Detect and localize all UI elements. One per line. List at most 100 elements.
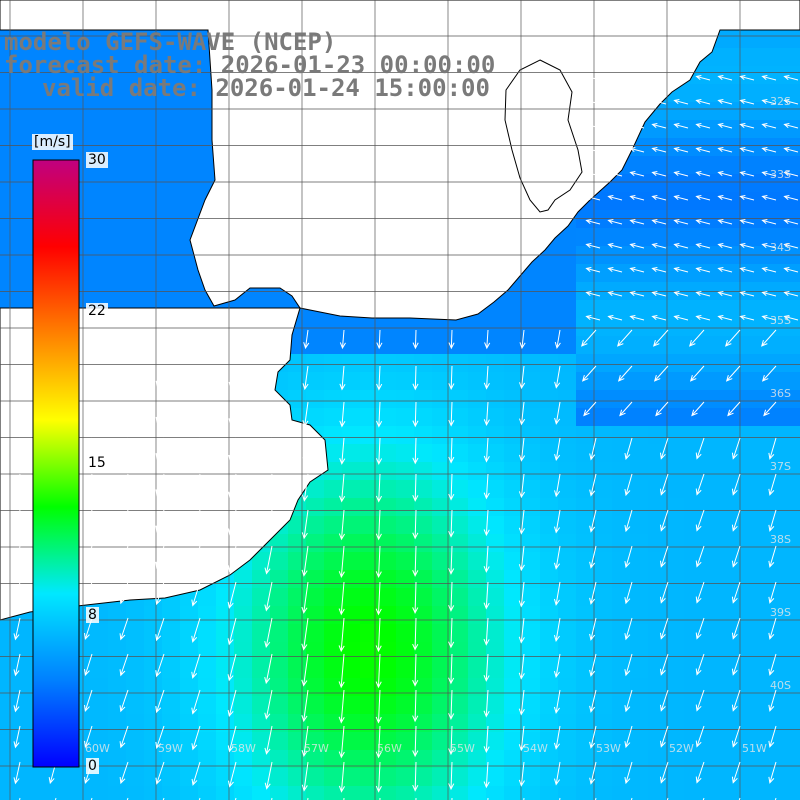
wind-arrow: [375, 725, 382, 759]
field-cell: [612, 624, 631, 643]
field-cell: [666, 408, 685, 427]
field-cell: [756, 426, 775, 445]
field-cell: [414, 516, 433, 535]
field-cell: [684, 498, 703, 517]
field-cell: [126, 696, 145, 715]
field-cell: [630, 228, 649, 247]
wind-arrow: [265, 365, 273, 390]
field-cell: [504, 570, 523, 589]
field-cell: [288, 552, 307, 571]
field-cell: [504, 714, 523, 733]
field-cell: [0, 786, 19, 800]
field-cell: [18, 66, 37, 85]
field-cell: [396, 408, 415, 427]
field-cell: [198, 678, 217, 697]
wind-arrow: [695, 689, 705, 712]
wind-arrow: [651, 122, 667, 129]
field-cell: [594, 264, 613, 283]
field-cell: [504, 444, 523, 463]
field-cell: [792, 390, 800, 409]
field-cell: [90, 624, 109, 643]
wind-arrow: [725, 329, 741, 347]
field-cell: [684, 192, 703, 211]
field-cell: [486, 750, 505, 769]
field-cell: [252, 570, 271, 589]
field-cell: [450, 642, 469, 661]
field-cell: [450, 588, 469, 607]
field-cell: [108, 264, 127, 283]
field-cell: [666, 264, 685, 283]
field-cell: [738, 624, 757, 643]
field-cell: [342, 552, 361, 571]
field-cell: [522, 408, 541, 427]
field-cell: [468, 786, 487, 800]
field-cell: [648, 462, 667, 481]
field-cell: [0, 768, 19, 787]
field-cell: [540, 318, 559, 337]
field-cell: [252, 552, 271, 571]
field-cell: [558, 624, 577, 643]
field-cell: [612, 768, 631, 787]
field-cell: [72, 102, 91, 121]
field-cell: [774, 642, 793, 661]
field-cell: [252, 660, 271, 679]
wind-arrow: [673, 194, 689, 201]
field-cell: [612, 192, 631, 211]
field-cell: [684, 624, 703, 643]
field-cell: [648, 570, 667, 589]
field-cell: [486, 390, 505, 409]
field-cell: [378, 678, 397, 697]
field-cell: [594, 390, 613, 409]
field-cell: [666, 732, 685, 751]
field-cell: [306, 516, 325, 535]
wind-arrow: [629, 146, 645, 153]
field-cell: [756, 156, 775, 175]
field-cell: [522, 768, 541, 787]
field-cell: [468, 444, 487, 463]
field-cell: [126, 192, 145, 211]
field-cell: [180, 102, 199, 121]
field-cell: [594, 678, 613, 697]
field-cell: [450, 318, 469, 337]
field-cell: [90, 192, 109, 211]
wind-arrow: [554, 365, 561, 389]
field-cell: [468, 552, 487, 571]
field-cell: [198, 750, 217, 769]
field-cell: [126, 660, 145, 679]
field-cell: [324, 570, 343, 589]
field-cell: [684, 516, 703, 535]
field-cell: [162, 174, 181, 193]
field-cell: [792, 138, 800, 157]
field-cell: [774, 390, 793, 409]
field-cell: [702, 480, 721, 499]
field-cell: [162, 606, 181, 625]
field-cell: [702, 768, 721, 787]
field-cell: [630, 462, 649, 481]
field-cell: [522, 354, 541, 373]
field-cell: [738, 768, 757, 787]
field-cell: [180, 678, 199, 697]
wind-arrow: [338, 545, 345, 578]
field-cell: [612, 300, 631, 319]
field-cell: [270, 624, 289, 643]
wind-arrow: [695, 761, 705, 784]
field-cell: [738, 426, 757, 445]
field-cell: [594, 768, 613, 787]
field-cell: [234, 642, 253, 661]
field-cell: [234, 750, 253, 769]
field-cell: [360, 318, 379, 337]
field-cell: [342, 732, 361, 751]
wind-arrow: [518, 509, 525, 535]
field-cell: [396, 534, 415, 553]
field-cell: [558, 606, 577, 625]
wind-arrow: [761, 365, 777, 382]
field-cell: [756, 498, 775, 517]
field-cell: [162, 84, 181, 103]
field-cell: [396, 480, 415, 499]
field-cell: [558, 426, 577, 445]
field-cell: [486, 480, 505, 499]
field-cell: [540, 498, 559, 517]
lon-label: 60W: [85, 742, 110, 755]
field-cell: [126, 156, 145, 175]
field-cell: [288, 354, 307, 373]
